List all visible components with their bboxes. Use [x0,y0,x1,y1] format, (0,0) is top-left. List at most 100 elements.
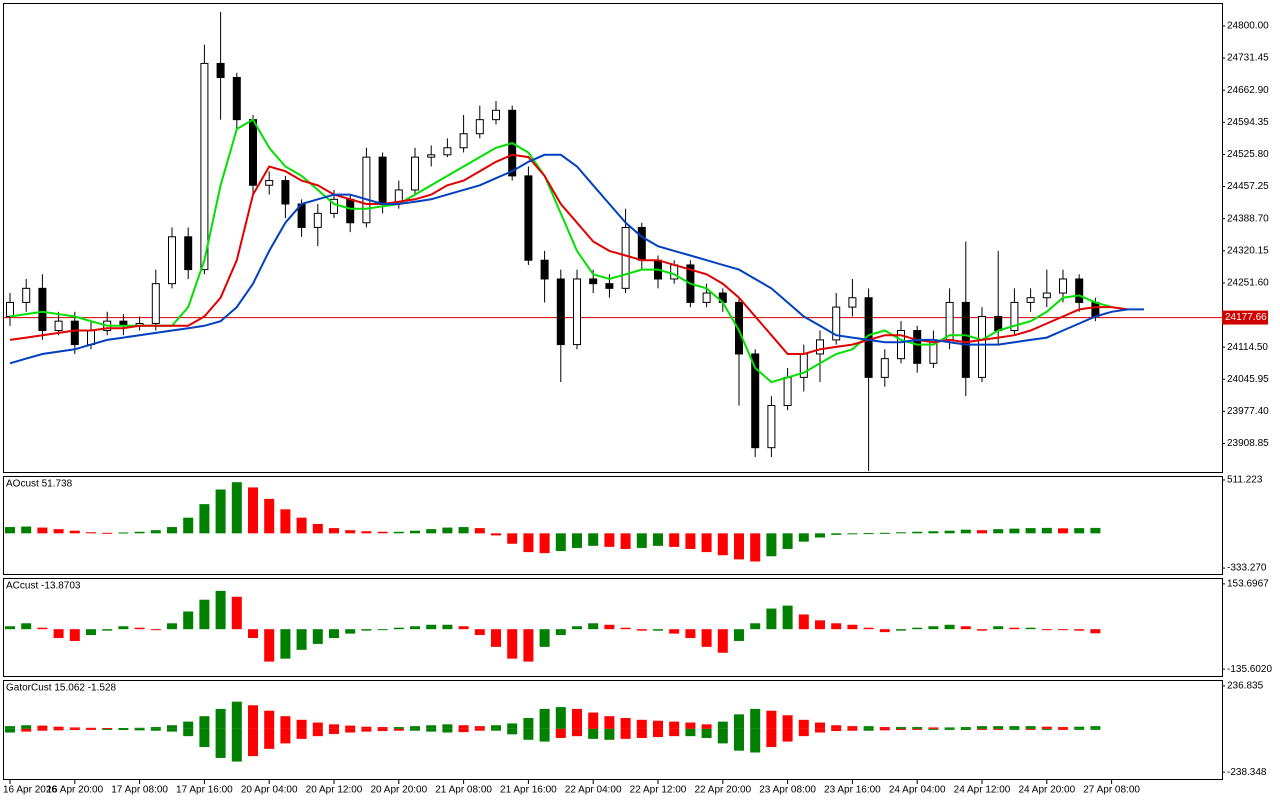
histogram-bar [199,504,210,534]
y-tick-label: 23977.40 [1227,406,1269,417]
candle-body [978,315,986,378]
y-tick-label: 24731.45 [1227,53,1269,64]
y-tick-label: 24457.25 [1227,181,1269,192]
gator-bar [896,728,906,730]
gator-bar [1090,726,1101,729]
histogram-bar [944,530,955,534]
gator-bar [523,728,534,740]
x-tick-label: 24 Apr 12:00 [954,785,1011,796]
histogram-bar [1074,528,1085,534]
histogram-bar [912,627,923,630]
gator-bar [215,728,226,758]
gator-bar [717,721,728,729]
gator-bar [329,728,339,734]
candle-body [313,212,322,228]
gator-bar [507,723,518,729]
gator-bar [361,726,372,729]
gator-bar [1025,726,1036,729]
gator-bar [636,728,647,738]
gator-bar [1074,726,1085,729]
candle-body [492,109,500,121]
histogram-bar [410,626,420,630]
candle-body [427,154,436,158]
histogram-bar [329,629,339,639]
histogram-bar [604,533,615,547]
histogram-bar [53,529,64,534]
gator-bar [523,717,534,729]
histogram-bar [37,627,48,630]
gator-bar [37,728,48,731]
candle-body [1075,278,1084,303]
gator-bar [199,716,210,729]
gator-bar [377,727,388,729]
histogram-bar [5,527,15,534]
histogram-bar [215,489,226,534]
gator-bar [993,728,1004,730]
histogram-bar [1041,527,1052,534]
histogram-bar [701,533,712,553]
ac-title: ACcust -13.8703 [6,581,81,592]
histogram-bar [669,533,680,547]
gator-bar [782,715,793,729]
histogram-bar [1041,629,1052,631]
histogram-bar [831,623,842,630]
histogram-bar [863,627,874,630]
gator-bar [53,728,64,731]
gator-bar [669,721,680,729]
candle-body [605,283,614,289]
x-tick-label: 20 Apr 20:00 [370,785,427,796]
gator-bar [102,728,113,730]
candle-body [151,283,160,324]
gator-bar [426,728,437,732]
gator-bar [1074,728,1085,730]
histogram-bar [53,629,64,639]
gator-bar [361,728,372,732]
candle-body [589,278,598,285]
gator-bar [442,724,453,729]
gator-bar [410,726,420,729]
candle-body [735,301,743,355]
histogram-bar [491,629,501,647]
x-tick-label: 17 Apr 08:00 [111,785,168,796]
histogram-bar [717,629,728,653]
histogram-bar [37,527,48,534]
histogram-bar [150,629,161,631]
candle-body [200,62,209,271]
gator-bar [539,708,550,729]
gator-bar [750,708,761,729]
histogram-bar [928,626,939,630]
gator-bar [86,728,96,730]
histogram-bar [815,533,825,538]
gator-bar [37,725,48,729]
candle-body [702,292,711,303]
histogram-bar [1009,528,1020,534]
gator-bar [847,728,858,731]
gator-bar [474,726,485,729]
gator-bar [863,726,874,729]
histogram-bar [879,532,890,534]
x-tick-label: 20 Apr 12:00 [306,785,363,796]
candle-body [1059,278,1067,294]
histogram-bar [944,624,955,630]
gator-bar [815,722,825,729]
histogram-bar [458,626,469,630]
histogram-bar [296,517,307,534]
gator-bar [717,728,728,744]
histogram-bar [474,528,485,534]
y-tick-label: 236.835 [1227,681,1264,692]
y-tick-label: 511.223 [1227,475,1263,486]
gator-bar [555,728,566,738]
histogram-bar [442,624,453,630]
y-tick-label: 24045.95 [1227,374,1269,385]
histogram-bar [588,623,599,630]
histogram-bar [312,523,323,534]
gator-bar [312,722,323,729]
histogram-bar [1074,629,1085,631]
histogram-bar [215,590,226,630]
histogram-bar [86,532,96,534]
histogram-bar [960,529,971,534]
gator-bar [134,727,145,729]
gator-bar [701,724,712,729]
histogram-bar [523,629,534,662]
gator-bar [21,728,32,732]
